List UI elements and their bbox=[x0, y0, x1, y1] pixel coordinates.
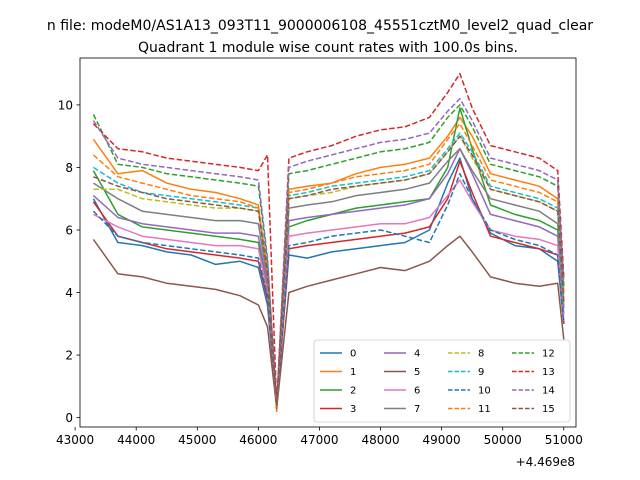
series-line-1 bbox=[92, 116, 565, 413]
x-tick-label: 51000 bbox=[545, 433, 583, 447]
series-line-12 bbox=[92, 104, 565, 406]
y-tick-label: 2 bbox=[65, 349, 73, 363]
legend-label-8: 8 bbox=[478, 349, 484, 360]
legend-label-9: 9 bbox=[478, 367, 484, 378]
series-layer bbox=[92, 72, 565, 413]
legend-label-3: 3 bbox=[350, 404, 356, 415]
x-tick-label: 44000 bbox=[117, 433, 155, 447]
x-tick-label: 48000 bbox=[361, 433, 399, 447]
legend-label-10: 10 bbox=[478, 386, 491, 397]
x-tick-label: 49000 bbox=[423, 433, 461, 447]
y-tick-label: 8 bbox=[65, 161, 73, 175]
legend-label-12: 12 bbox=[542, 349, 555, 360]
series-line-10 bbox=[92, 172, 565, 406]
x-offset-label: +4.469e8 bbox=[516, 455, 575, 469]
legend-label-4: 4 bbox=[414, 349, 420, 360]
y-tick-label: 6 bbox=[65, 223, 73, 237]
y-tick-label: 0 bbox=[65, 411, 73, 425]
legend-label-13: 13 bbox=[542, 367, 555, 378]
plot-frame bbox=[79, 57, 577, 428]
legend-label-7: 7 bbox=[414, 404, 420, 415]
series-line-13 bbox=[92, 72, 565, 406]
legend-label-11: 11 bbox=[478, 404, 491, 415]
series-line-0 bbox=[92, 157, 565, 406]
series-line-14 bbox=[92, 97, 565, 406]
series-line-3 bbox=[92, 160, 565, 409]
legend-label-15: 15 bbox=[542, 404, 555, 415]
chart-title: Quadrant 1 module wise count rates with … bbox=[138, 40, 518, 56]
legend-label-14: 14 bbox=[542, 386, 555, 397]
legend-label-0: 0 bbox=[350, 349, 356, 360]
tick-layer: 43000 44000 45000 46000 47000 48000 49000 50000… bbox=[56, 57, 583, 447]
figure-suptitle: n file: modeM0/AS1A13_093T11_9000006108_… bbox=[47, 18, 593, 34]
x-tick-label: 45000 bbox=[178, 433, 216, 447]
legend-label-5: 5 bbox=[414, 367, 420, 378]
series-line-5 bbox=[92, 235, 565, 409]
legend-label-1: 1 bbox=[350, 367, 356, 378]
x-tick-label: 46000 bbox=[239, 433, 277, 447]
y-tick-label: 10 bbox=[58, 98, 73, 112]
legend-label-6: 6 bbox=[414, 386, 420, 397]
series-line-9 bbox=[92, 132, 565, 406]
series-line-7 bbox=[92, 147, 565, 406]
x-tick-label: 50000 bbox=[484, 433, 522, 447]
series-line-4 bbox=[92, 147, 565, 406]
legend-box bbox=[313, 339, 571, 423]
x-tick-label: 47000 bbox=[300, 433, 338, 447]
series-line-15 bbox=[93, 135, 565, 406]
x-tick-label: 43000 bbox=[56, 433, 94, 447]
y-tick-label: 4 bbox=[65, 286, 73, 300]
legend-label-2: 2 bbox=[350, 386, 356, 397]
